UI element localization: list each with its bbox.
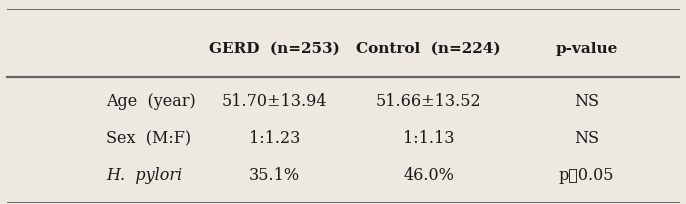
Text: GERD  (n=253): GERD (n=253) [209, 42, 340, 56]
Text: 35.1%: 35.1% [249, 167, 300, 184]
Text: 51.70±13.94: 51.70±13.94 [222, 93, 327, 111]
Text: 1:1.13: 1:1.13 [403, 130, 455, 147]
Text: H.  pylori: H. pylori [106, 167, 182, 184]
Text: 46.0%: 46.0% [403, 167, 454, 184]
Text: p-value: p-value [556, 42, 617, 56]
Text: NS: NS [574, 130, 599, 147]
Text: 1:1.23: 1:1.23 [249, 130, 300, 147]
Text: p＜0.05: p＜0.05 [559, 167, 614, 184]
Text: Age  (year): Age (year) [106, 93, 196, 111]
Text: Control  (n=224): Control (n=224) [357, 42, 501, 56]
Text: NS: NS [574, 93, 599, 111]
Text: Sex  (M:F): Sex (M:F) [106, 130, 191, 147]
Text: 51.66±13.52: 51.66±13.52 [376, 93, 482, 111]
